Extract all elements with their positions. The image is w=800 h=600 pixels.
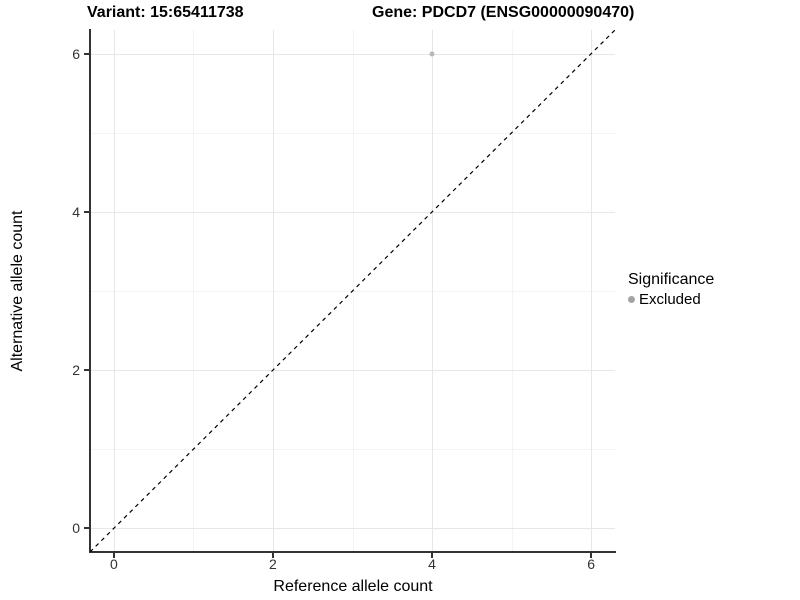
y-tick-label: 2 <box>72 362 80 379</box>
major-gridline-horizontal <box>90 53 615 55</box>
x-tick-label: 6 <box>587 556 596 572</box>
x-axis-title: Reference allele count <box>273 578 433 595</box>
major-gridline-vertical <box>432 30 434 552</box>
y-axis-line <box>89 29 91 553</box>
major-gridline-vertical <box>113 30 115 552</box>
x-tick-label: 2 <box>269 556 277 572</box>
plot-title-gene: Gene: PDCD7 (ENSG00000090470) <box>372 4 635 21</box>
y-tick-label: 4 <box>72 203 80 220</box>
legend: Significance Excluded <box>628 271 714 308</box>
identity-dashed-line <box>90 30 615 552</box>
major-gridline-horizontal <box>90 211 615 213</box>
legend-entry-label: Excluded <box>639 291 701 308</box>
minor-gridline-horizontal <box>90 449 615 451</box>
y-axis-tick <box>84 527 89 530</box>
minor-gridline-horizontal <box>90 132 615 134</box>
legend-marker-icon <box>628 296 635 303</box>
plot-title-variant: Variant: 15:65411738 <box>87 4 244 21</box>
x-axis-tick <box>271 553 274 558</box>
y-tick-label: 6 <box>72 45 80 62</box>
major-gridline-horizontal <box>90 528 615 530</box>
x-axis-line <box>89 551 616 553</box>
major-gridline-vertical <box>272 30 274 552</box>
x-axis-tick <box>431 553 434 558</box>
x-tick-label: 0 <box>109 556 118 572</box>
major-gridline-horizontal <box>90 370 615 372</box>
y-axis-tick <box>84 369 89 372</box>
x-axis-tick <box>112 553 115 558</box>
legend-title: Significance <box>628 271 715 288</box>
data-point <box>429 51 435 57</box>
legend-entry-excluded: Excluded <box>628 291 714 308</box>
y-axis-title: Alternative allele count <box>9 210 26 372</box>
x-tick-label: 4 <box>428 556 436 572</box>
y-axis-tick <box>84 52 89 55</box>
major-gridline-vertical <box>591 30 593 552</box>
y-tick-label: 0 <box>72 520 80 537</box>
x-axis-tick <box>590 553 593 558</box>
y-axis-tick <box>84 210 89 213</box>
